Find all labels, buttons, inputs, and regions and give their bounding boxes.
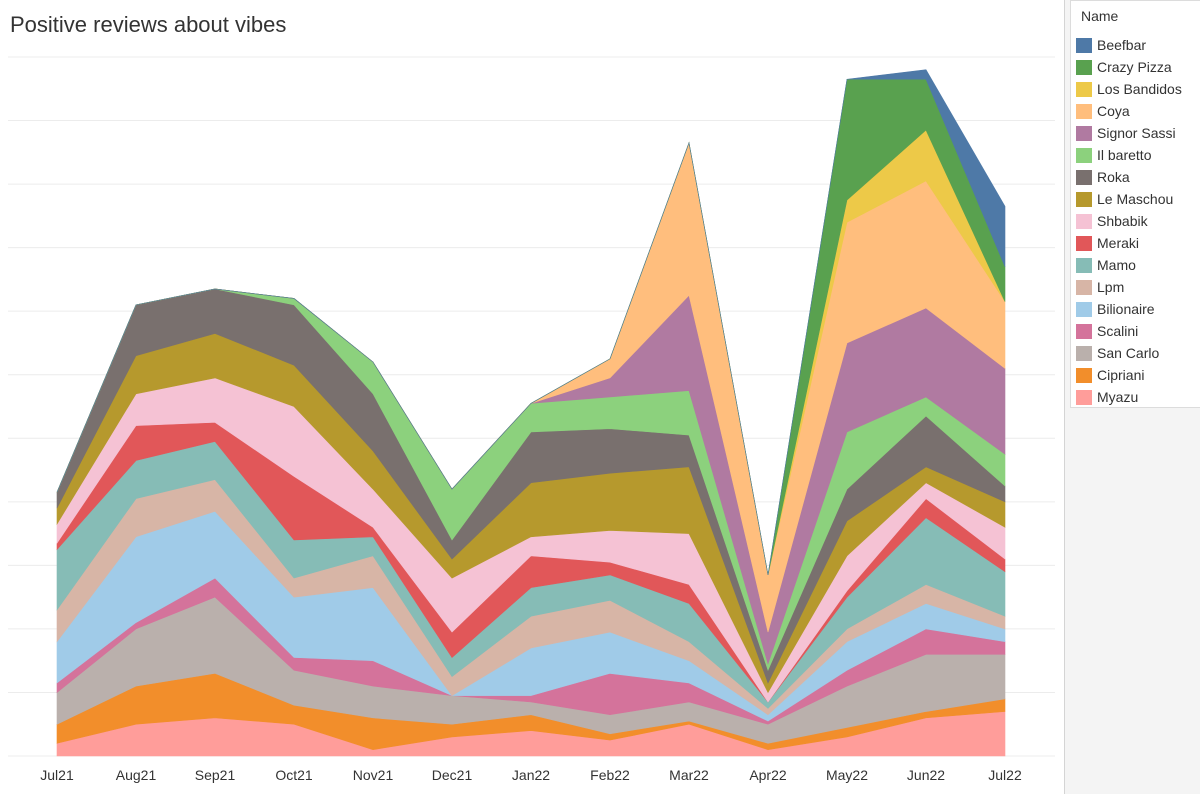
legend-label: Signor Sassi: [1097, 125, 1176, 141]
area-series-group: [56, 69, 1006, 757]
x-tick-label: Aug21: [116, 767, 157, 783]
area-beefbar[interactable]: [56, 69, 1006, 575]
x-tick-label: Mar22: [669, 767, 709, 783]
legend-swatch: [1076, 81, 1092, 97]
legend-swatch: [1076, 301, 1092, 317]
legend-label: Crazy Pizza: [1097, 59, 1172, 75]
x-tick-label: Oct21: [275, 767, 313, 783]
legend-item[interactable]: Signor Sassi: [1076, 122, 1182, 144]
x-tick-label: Jan22: [512, 767, 550, 783]
legend-swatch: [1076, 257, 1092, 273]
legend-swatch: [1076, 147, 1092, 163]
legend-item[interactable]: Crazy Pizza: [1076, 56, 1182, 78]
legend-label: Mamo: [1097, 257, 1136, 273]
legend-item[interactable]: Il baretto: [1076, 144, 1182, 166]
x-tick-label: Sep21: [195, 767, 236, 783]
x-tick-label: Feb22: [590, 767, 630, 783]
legend-swatch: [1076, 235, 1092, 251]
legend: Name Beefbar Crazy Pizza Los Bandidos Coya S…: [1070, 0, 1200, 408]
legend-label: Scalini: [1097, 323, 1139, 339]
legend-item[interactable]: Beefbar: [1076, 34, 1182, 56]
legend-item[interactable]: Roka: [1076, 166, 1182, 188]
legend-item[interactable]: Scalini: [1076, 320, 1182, 342]
x-tick-label: Jul22: [988, 767, 1022, 783]
legend-item[interactable]: Los Bandidos: [1076, 78, 1182, 100]
legend-label: Cipriani: [1097, 367, 1145, 383]
legend-label: Meraki: [1097, 235, 1140, 251]
legend-swatch: [1076, 169, 1092, 185]
legend-swatch: [1076, 279, 1092, 295]
x-tick-label: Dec21: [432, 767, 473, 783]
x-axis-ticks: Jul21 Aug21 Sep21 Oct21 Nov21 Dec21 Jan22 Feb22…: [40, 767, 1022, 783]
legend-item[interactable]: Cipriani: [1076, 364, 1182, 386]
legend-item[interactable]: Meraki: [1076, 232, 1182, 254]
legend-label: Myazu: [1097, 389, 1139, 405]
chart-title: Positive reviews about vibes: [10, 12, 287, 37]
legend-swatch: [1076, 367, 1092, 383]
legend-swatch: [1076, 191, 1092, 207]
x-tick-label: Jul21: [40, 767, 74, 783]
legend-title: Name: [1081, 8, 1119, 24]
legend-list: Beefbar Crazy Pizza Los Bandidos Coya Signor…: [1076, 34, 1182, 408]
legend-label: Beefbar: [1097, 37, 1147, 53]
legend-item[interactable]: Mamo: [1076, 254, 1182, 276]
legend-item[interactable]: Shbabik: [1076, 210, 1182, 232]
legend-label: Il baretto: [1097, 147, 1152, 163]
legend-swatch: [1076, 37, 1092, 53]
x-tick-label: May22: [826, 767, 868, 783]
legend-label: Bilionaire: [1097, 301, 1155, 317]
stacked-area-chart: Jul21 Aug21 Sep21 Oct21 Nov21 Dec21 Jan22 Feb22…: [8, 56, 1055, 783]
legend-swatch: [1076, 323, 1092, 339]
legend-item[interactable]: Bilionaire: [1076, 298, 1182, 320]
legend-item[interactable]: San Carlo: [1076, 342, 1182, 364]
legend-label: Roka: [1097, 169, 1130, 185]
legend-swatch: [1076, 125, 1092, 141]
legend-swatch: [1076, 213, 1092, 229]
legend-swatch: [1076, 345, 1092, 361]
legend-label: Le Maschou: [1097, 191, 1174, 207]
legend-label: Coya: [1097, 103, 1130, 119]
legend-item[interactable]: Coya: [1076, 100, 1182, 122]
legend-swatch: [1076, 59, 1092, 75]
x-tick-label: Nov21: [353, 767, 394, 783]
legend-item[interactable]: Myazu: [1076, 386, 1182, 408]
legend-swatch: [1076, 103, 1092, 119]
legend-label: Shbabik: [1097, 213, 1148, 229]
legend-label: Lpm: [1097, 279, 1125, 295]
legend-item[interactable]: Le Maschou: [1076, 188, 1182, 210]
x-tick-label: Jun22: [907, 767, 945, 783]
x-tick-label: Apr22: [749, 767, 787, 783]
legend-label: San Carlo: [1097, 345, 1160, 361]
legend-label: Los Bandidos: [1097, 81, 1182, 97]
legend-swatch: [1076, 389, 1092, 405]
legend-item[interactable]: Lpm: [1076, 276, 1182, 298]
